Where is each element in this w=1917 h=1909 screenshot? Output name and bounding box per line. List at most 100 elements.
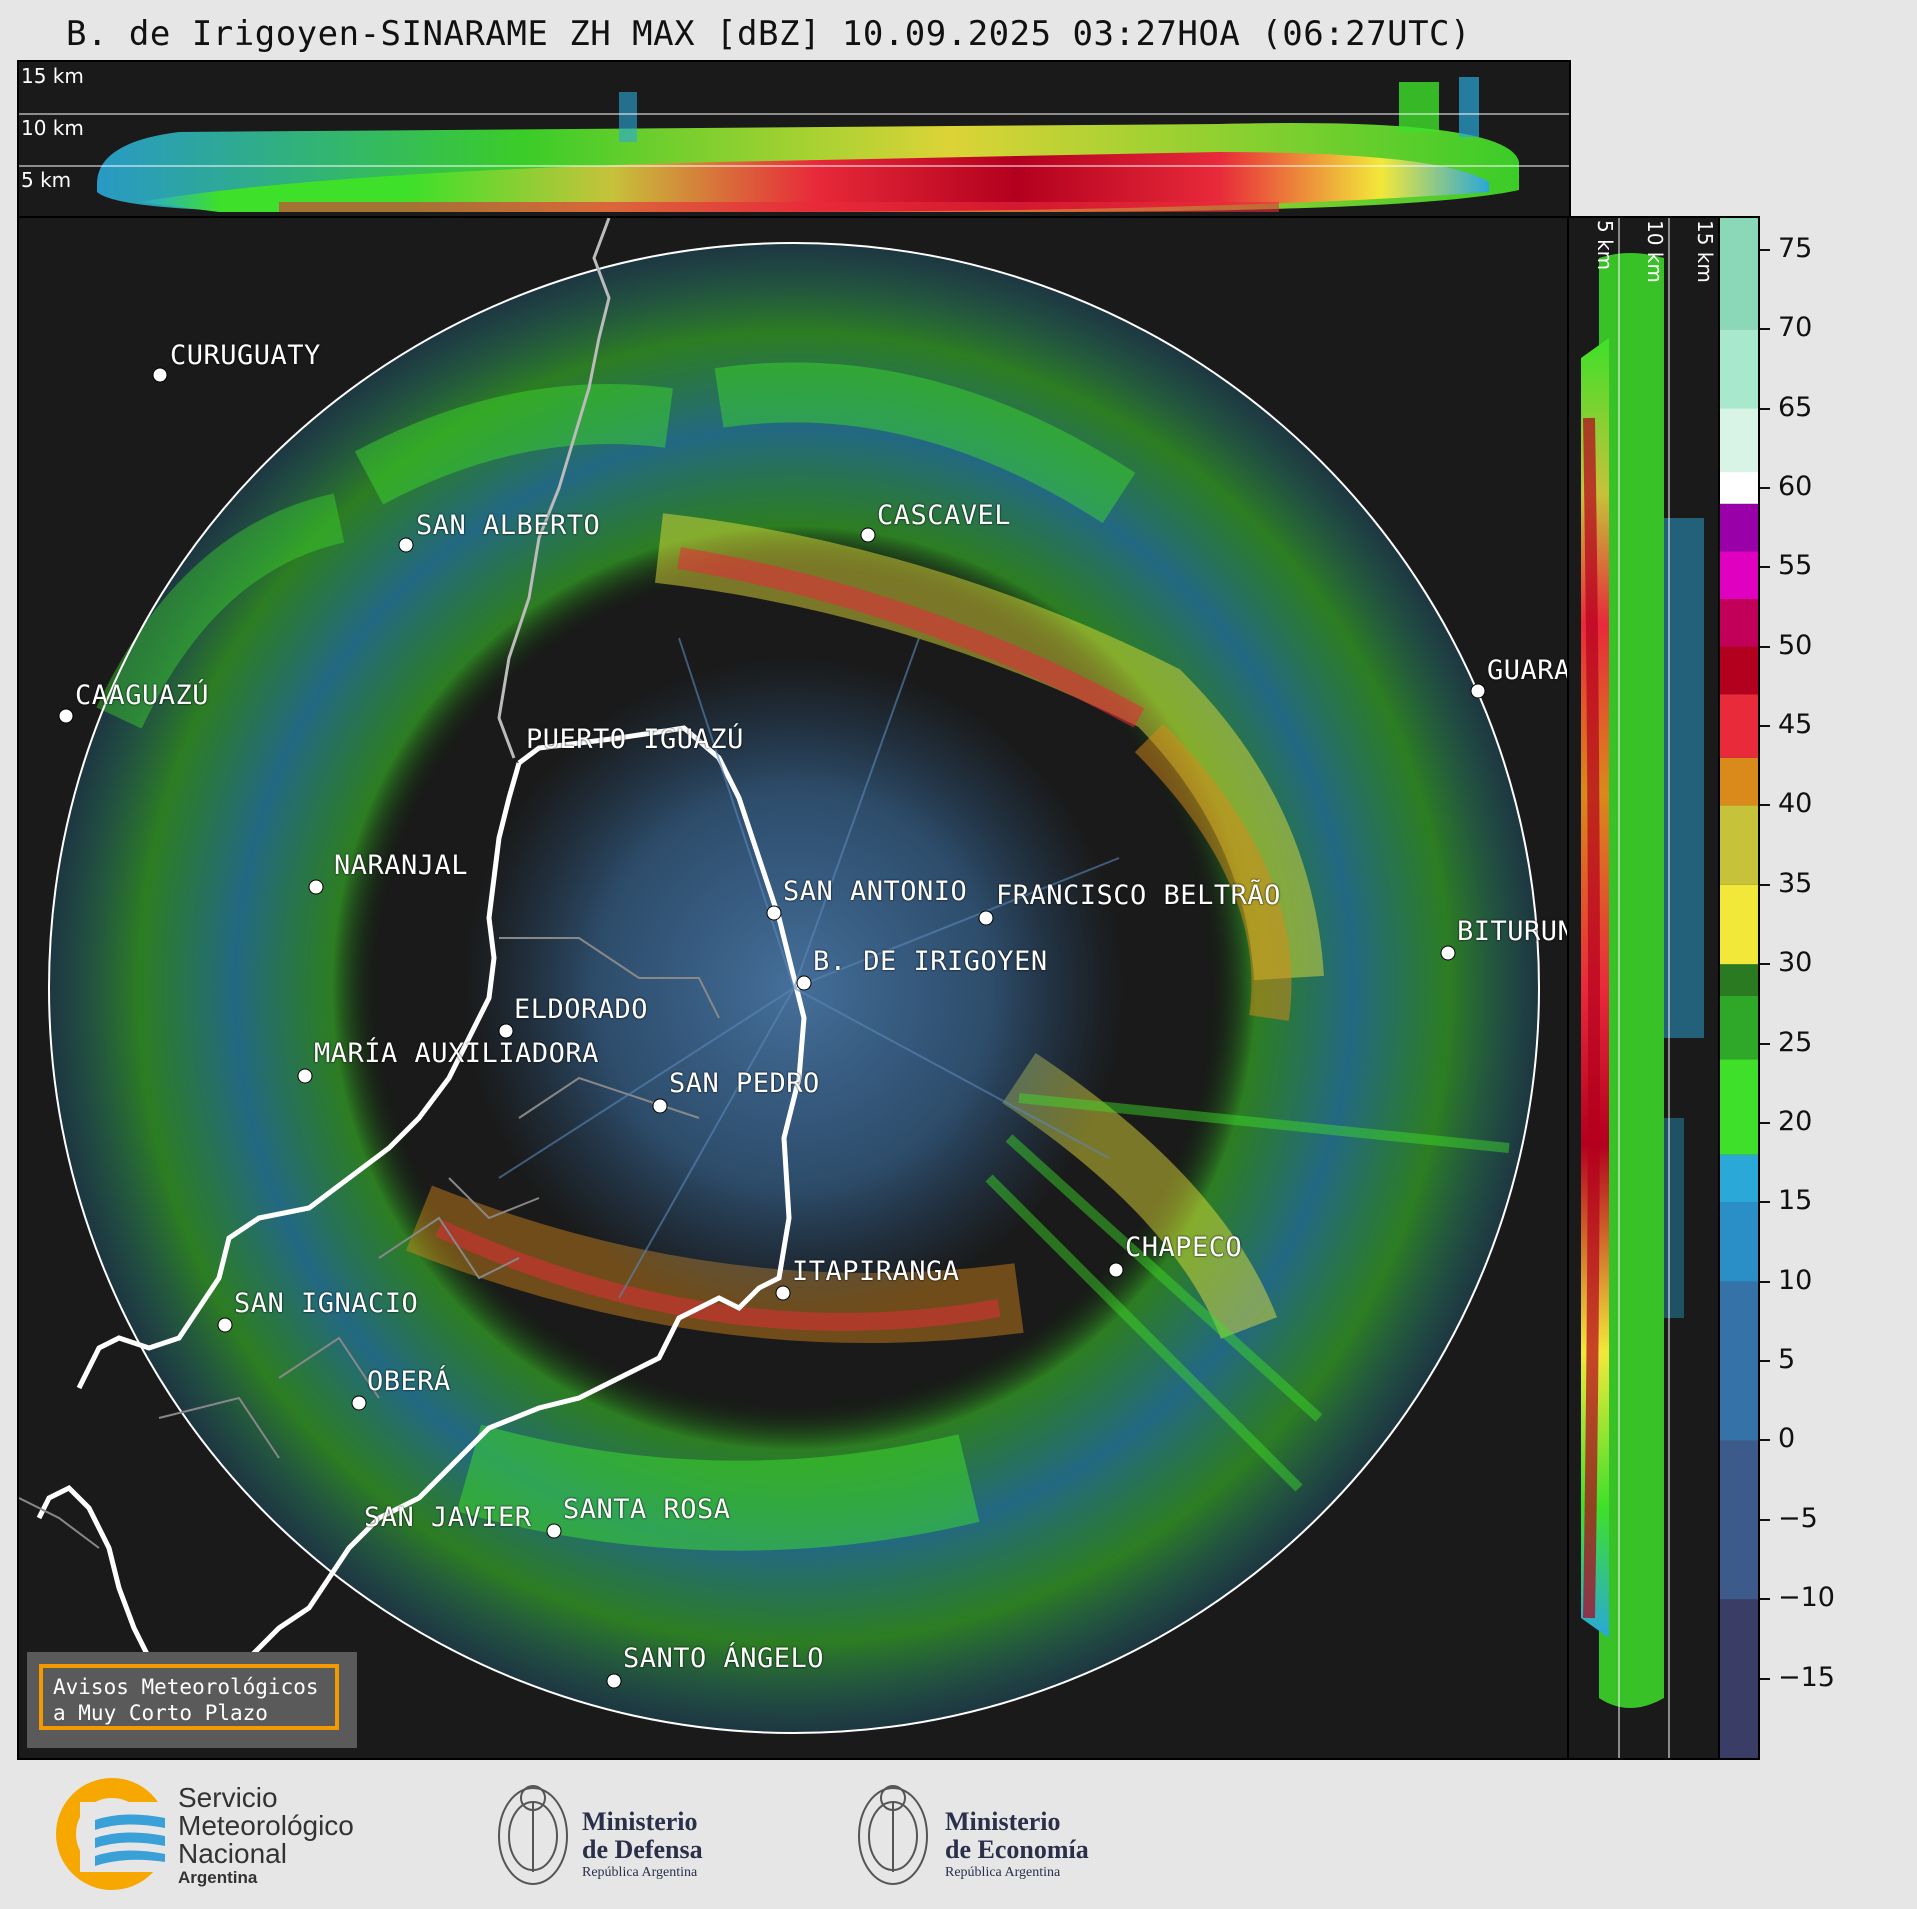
colorbar-tick-mark <box>1760 407 1770 410</box>
colorbar-segment <box>1720 408 1758 473</box>
colorbar-tick-label: 30 <box>1778 947 1813 979</box>
colorbar-tick-label: 60 <box>1778 470 1813 502</box>
colorbar-tick-label: −5 <box>1778 1502 1818 1534</box>
city-label-itapiranga: ITAPIRANGA <box>792 1256 960 1287</box>
colorbar-tick-label: −15 <box>1778 1661 1835 1693</box>
colorbar-tick-label: 0 <box>1778 1423 1796 1455</box>
economia-line2: de Economía <box>945 1835 1089 1864</box>
colorbar-tick-label: 35 <box>1778 867 1813 899</box>
height-label-5km: 5 km <box>21 168 72 192</box>
city-label-cascavel: CASCAVEL <box>877 500 1012 531</box>
colorbar-tick-label: 70 <box>1778 312 1813 344</box>
colorbar-segment <box>1720 599 1758 647</box>
colorbar-tick-mark <box>1760 1201 1770 1204</box>
colorbar-tick-label: 15 <box>1778 1185 1813 1217</box>
city-label-puerto-iguazu: PUERTO IGUAZÚ <box>526 724 744 755</box>
city-label-curuguaty: CURUGUATY <box>170 340 321 371</box>
colorbar-tick-label: −10 <box>1778 1582 1835 1614</box>
footer-graphics <box>56 1778 928 1890</box>
smn-line3: Nacional <box>178 1838 287 1869</box>
colorbar-tick-mark <box>1760 486 1770 489</box>
colorbar-tick-mark <box>1760 1677 1770 1680</box>
colorbar-segment <box>1720 1599 1758 1758</box>
smn-logo-text: Servicio Meteorológico Nacional Argentin… <box>178 1784 354 1888</box>
colorbar-tick-label: 50 <box>1778 629 1813 661</box>
colorbar-segment <box>1720 805 1758 885</box>
city-label-francisco-beltrao: FRANCISCO BELTRÃO <box>996 880 1281 911</box>
colorbar-tick-mark <box>1760 248 1770 251</box>
colorbar-tick-label: 10 <box>1778 1264 1813 1296</box>
colorbar-tick-label: 25 <box>1778 1026 1813 1058</box>
smn-line4: Argentina <box>178 1868 258 1887</box>
colorbar-tick-mark <box>1760 1280 1770 1283</box>
colorbar-segment <box>1720 472 1758 504</box>
radar-map-graphic <box>19 218 1540 1734</box>
defensa-line2: de Defensa <box>582 1835 703 1864</box>
economia-line3: República Argentina <box>945 1865 1061 1880</box>
city-label-san-ignacio: SAN IGNACIO <box>234 1288 419 1319</box>
colorbar-tick-label: 40 <box>1778 788 1813 820</box>
colorbar-tick-mark <box>1760 1042 1770 1045</box>
defensa-line3: República Argentina <box>582 1865 698 1880</box>
colorbar-segment <box>1720 1059 1758 1155</box>
colorbar-tick-mark <box>1760 963 1770 966</box>
colorbar-segment <box>1720 964 1758 996</box>
colorbar-tick-mark <box>1760 725 1770 728</box>
city-label-santa-rosa: SANTA ROSA <box>563 1494 731 1525</box>
colorbar-tick-label: 20 <box>1778 1105 1813 1137</box>
city-label-obera: OBERÁ <box>367 1366 451 1397</box>
colorbar-tick-mark <box>1760 328 1770 331</box>
colorbar-segment <box>1720 329 1758 409</box>
colorbar-segment <box>1720 995 1758 1060</box>
colorbar-tick-mark <box>1760 1598 1770 1601</box>
colorbar-tick-label: 75 <box>1778 232 1813 264</box>
colorbar-segment <box>1720 884 1758 965</box>
city-label-maria-auxiliadora: MARÍA AUXILIADORA <box>314 1038 599 1069</box>
height-label-10km: 10 km <box>21 116 84 140</box>
city-label-eldorado: ELDORADO <box>514 994 649 1025</box>
defensa-line1: Ministerio <box>582 1807 698 1836</box>
colorbar-segment <box>1720 1281 1758 1441</box>
city-label-san-javier: SAN JAVIER <box>364 1502 532 1533</box>
colorbar-segment <box>1720 503 1758 552</box>
warning-line1: Avisos Meteorológicos <box>53 1675 319 1699</box>
colorbar-segment <box>1720 1202 1758 1282</box>
economia-line1: Ministerio <box>945 1807 1061 1836</box>
radar-map: CURUGUATY SAN ALBERTO CASCAVEL CAAGUAZÚ … <box>17 216 1571 1760</box>
colorbar-segment <box>1720 757 1758 806</box>
city-label-caaguazu: CAAGUAZÚ <box>75 680 210 711</box>
city-label-santo-angelo: SANTO ÁNGELO <box>623 1643 825 1674</box>
city-label-san-pedro: SAN PEDRO <box>669 1068 820 1099</box>
colorbar-tick-mark <box>1760 1518 1770 1521</box>
top-height-profile: 15 km 10 km 5 km <box>17 60 1571 218</box>
city-markers <box>58 367 1486 1689</box>
smn-logo-icon <box>56 1778 170 1890</box>
colorbar-tick-mark <box>1760 804 1770 807</box>
colorbar <box>1718 216 1760 1760</box>
colorbar-graphic <box>1720 218 1758 1758</box>
colorbar-tick-label: 55 <box>1778 550 1813 582</box>
right-height-profile: 5 km 10 km 15 km <box>1567 216 1721 1760</box>
colorbar-segment <box>1720 218 1758 330</box>
city-label-bituruna: BITURUNA <box>1457 916 1569 947</box>
colorbar-segment <box>1720 1440 1758 1600</box>
colorbar-segment <box>1720 694 1758 758</box>
colorbar-tick-mark <box>1760 1121 1770 1124</box>
smn-line2: Meteorológico <box>178 1810 354 1841</box>
colorbar-tick-mark <box>1760 883 1770 886</box>
colorbar-segment <box>1720 1154 1758 1203</box>
economia-emblem-icon <box>858 1785 928 1885</box>
city-label-b-de-irigoyen: B. DE IRIGOYEN <box>813 946 1048 977</box>
right-profile-graphic <box>1581 218 1704 1758</box>
colorbar-tick-label: 45 <box>1778 709 1813 741</box>
city-label-naranjal: NARANJAL <box>334 850 469 881</box>
smn-line1: Servicio <box>178 1782 278 1813</box>
height-label-15km: 15 km <box>21 64 84 88</box>
economia-logo-text: Ministerio de Economía República Argenti… <box>945 1808 1089 1882</box>
warning-box: Avisos Meteorológicos a Muy Corto Plazo <box>27 1652 357 1748</box>
city-label-chapeco: CHAPECO <box>1125 1232 1243 1263</box>
footer: Servicio Meteorológico Nacional Argentin… <box>0 1762 1917 1909</box>
city-label-guarapuava: GUARAPUAVA <box>1487 655 1569 686</box>
colorbar-tick-mark <box>1760 645 1770 648</box>
city-label-san-antonio: SAN ANTONIO <box>783 876 968 907</box>
